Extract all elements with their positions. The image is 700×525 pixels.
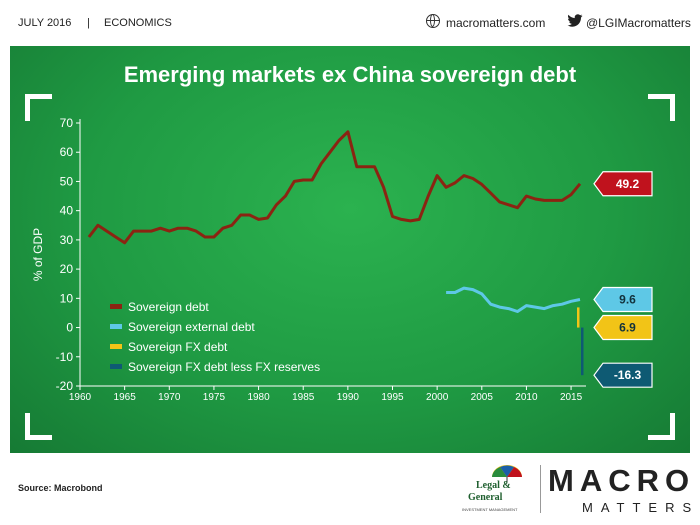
legend-label-sovereign-fx-debt-less-fx-reserves: Sovereign FX debt less FX reserves bbox=[128, 360, 320, 374]
x-tick-label: 2005 bbox=[471, 392, 494, 403]
x-tick-label: 1995 bbox=[381, 392, 404, 403]
x-tick-label: 2010 bbox=[515, 392, 538, 403]
legend-label-sovereign-fx-debt: Sovereign FX debt bbox=[128, 340, 228, 354]
legend-label-sovereign-debt: Sovereign debt bbox=[128, 300, 209, 314]
x-tick-label: 1960 bbox=[69, 392, 92, 403]
globe-icon bbox=[426, 14, 440, 28]
legend-label-sovereign-external-debt: Sovereign external debt bbox=[128, 320, 255, 334]
y-tick-label: 20 bbox=[60, 262, 74, 276]
header-twitter-handle[interactable]: @LGIMacromatters bbox=[586, 16, 691, 30]
x-tick-label: 1980 bbox=[247, 392, 270, 403]
twitter-icon[interactable] bbox=[567, 14, 583, 28]
frame-corner-top-left bbox=[25, 94, 52, 121]
umbrella-icon bbox=[492, 465, 522, 482]
y-axis-label: % of GDP bbox=[31, 228, 45, 281]
legend-swatch-sovereign-external-debt bbox=[110, 324, 122, 329]
footer: Source: Macrobond Legal & General INVEST… bbox=[0, 453, 700, 525]
chart-svg: -20 -10 0 10 20 30 40 50 60 70 1960 1965 1970 1975 19… bbox=[31, 116, 653, 403]
end-label-value-sovereign-external-debt: 9.6 bbox=[619, 293, 636, 307]
y-tick-label: -10 bbox=[56, 350, 74, 364]
end-label-tag-sovereign-fx-debt bbox=[593, 314, 653, 341]
chart-title: Emerging markets ex China sovereign debt bbox=[123, 62, 577, 87]
x-tick-label: 1965 bbox=[114, 392, 137, 403]
x-tick-label: 1970 bbox=[158, 392, 181, 403]
y-tick-label: 70 bbox=[60, 116, 74, 130]
end-label-value-sovereign-fx-debt-less-fx-reserves: -16.3 bbox=[614, 368, 642, 382]
bar-sovereign-fx-debt bbox=[577, 307, 580, 328]
header-bar: JULY 2016 | ECONOMICS macromatters.com @… bbox=[0, 0, 700, 46]
y-tick-label: -20 bbox=[56, 379, 74, 393]
end-label-tag-sovereign-debt bbox=[593, 171, 653, 197]
legend-swatch-sovereign-fx-debt-less-fx-reserves bbox=[110, 364, 122, 369]
end-label-tag-sovereign-fx-debt-less-fx-reserves bbox=[593, 362, 653, 388]
brand-matters: MATTERS bbox=[582, 500, 700, 515]
legal-general-logo: Legal & General INVESTMENT MANAGEMENT bbox=[462, 463, 532, 519]
x-tick-label: 2000 bbox=[426, 392, 449, 403]
y-tick-label: 40 bbox=[60, 204, 74, 218]
y-tick-label: 0 bbox=[66, 321, 73, 335]
y-tick-label: 10 bbox=[60, 291, 74, 305]
end-label-value-sovereign-fx-debt: 6.9 bbox=[619, 321, 636, 335]
header-separator: | bbox=[87, 17, 90, 29]
x-tick-label: 1985 bbox=[292, 392, 315, 403]
header-website[interactable]: macromatters.com bbox=[446, 16, 546, 30]
chart-panel: Emerging markets ex China sovereign debt… bbox=[10, 46, 690, 453]
footer-divider bbox=[540, 465, 541, 513]
logo-legal-text: Legal & bbox=[476, 480, 511, 491]
logo-general-text: General bbox=[468, 492, 503, 503]
x-tick-label: 2015 bbox=[560, 392, 583, 403]
source-note: Source: Macrobond bbox=[18, 483, 103, 493]
legend-swatch-sovereign-fx-debt bbox=[110, 344, 122, 349]
y-tick-label: 60 bbox=[60, 145, 74, 159]
frame-corner-bottom-left bbox=[25, 413, 52, 440]
end-label-value-sovereign-debt: 49.2 bbox=[616, 177, 640, 191]
frame-corner-bottom-right bbox=[648, 413, 675, 440]
bar-sovereign-fx-debt-less-fx-reserves bbox=[581, 327, 584, 376]
y-tick-label: 50 bbox=[60, 174, 74, 188]
logo-subtext: INVESTMENT MANAGEMENT bbox=[462, 507, 518, 512]
brand-macro: MACRO bbox=[548, 463, 696, 498]
end-label-tag-sovereign-external-debt bbox=[593, 286, 653, 313]
header-date: JULY 2016 bbox=[18, 17, 72, 29]
line-sovereign-debt bbox=[87, 130, 582, 245]
line-sovereign-external-debt bbox=[446, 286, 581, 313]
x-tick-label: 1975 bbox=[203, 392, 226, 403]
header-category: ECONOMICS bbox=[104, 17, 172, 29]
x-tick-label: 1990 bbox=[337, 392, 360, 403]
frame-corner-top-right bbox=[648, 94, 675, 121]
y-tick-label: 30 bbox=[60, 233, 74, 247]
legend-swatch-sovereign-debt bbox=[110, 304, 122, 309]
